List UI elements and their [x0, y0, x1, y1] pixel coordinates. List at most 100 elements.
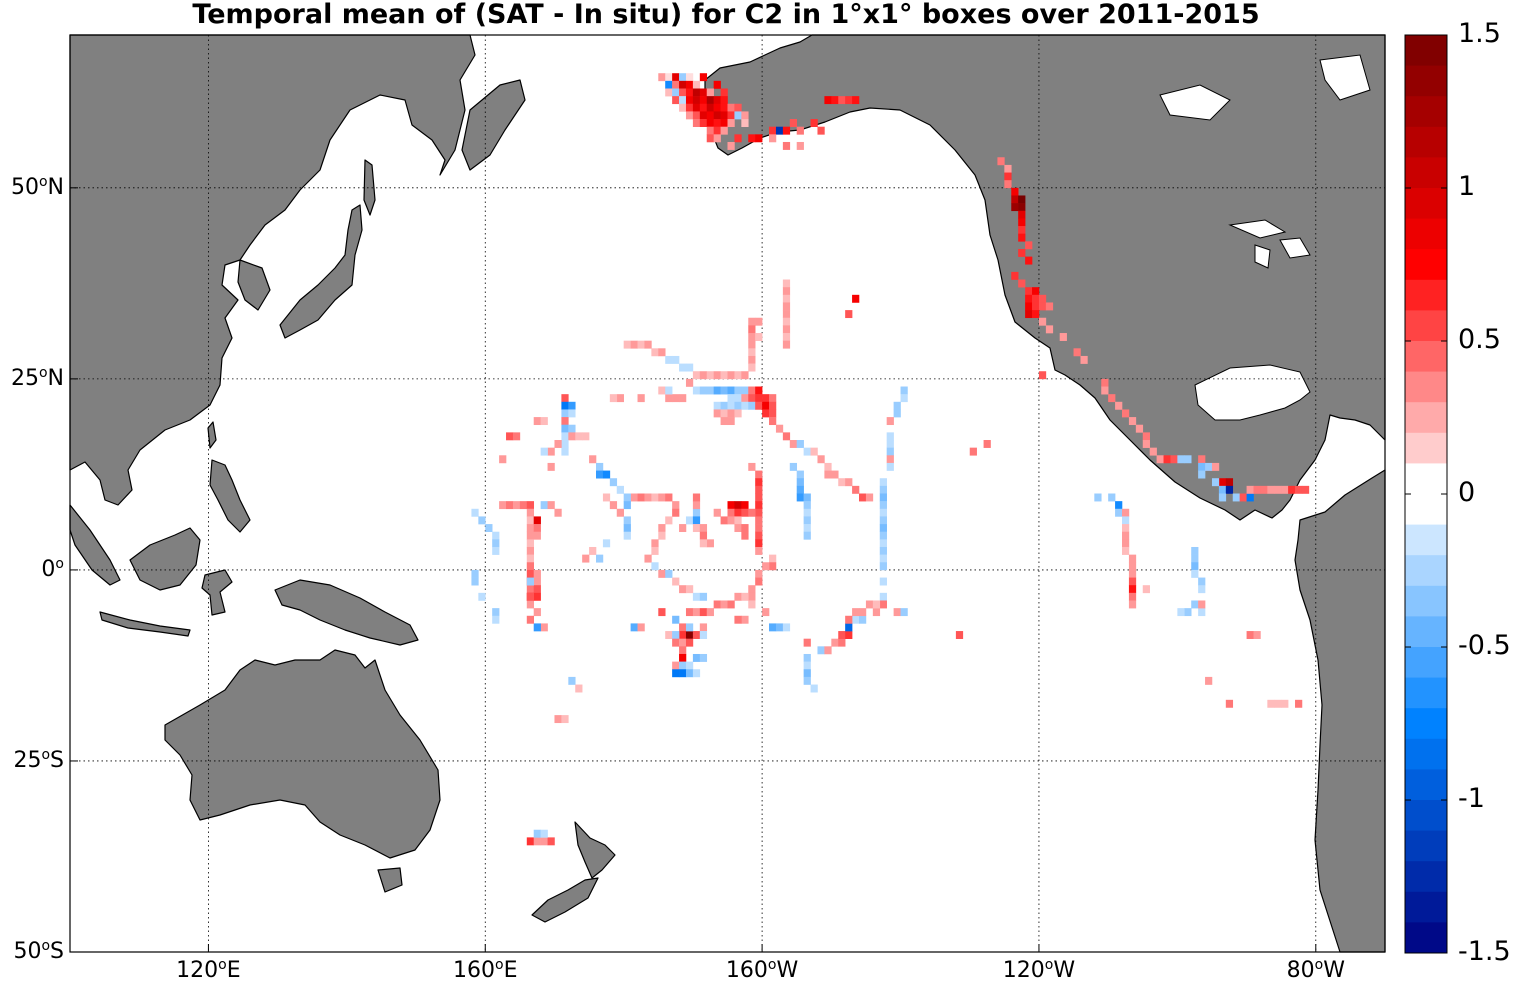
sst-cell — [561, 440, 569, 448]
sst-cell — [616, 508, 624, 517]
sst-cell — [540, 417, 548, 426]
colorbar-tick-label: -1.5 — [1458, 936, 1511, 967]
sst-cell — [1301, 485, 1310, 494]
sst-cell — [769, 409, 777, 418]
sst-cell — [658, 524, 666, 533]
sst-cell — [1295, 485, 1303, 494]
sst-cell — [769, 394, 777, 403]
sst-cell — [533, 592, 541, 601]
sst-cell — [748, 355, 756, 364]
sst-cell — [547, 447, 555, 456]
sst-cell — [561, 432, 569, 441]
sst-cell — [623, 531, 631, 540]
sst-cell — [852, 294, 860, 303]
sst-cell — [630, 493, 638, 502]
sst-cell — [699, 73, 708, 82]
sst-cell — [561, 409, 569, 418]
sst-cell — [1218, 493, 1227, 502]
sst-cell — [685, 608, 694, 617]
colorbar-segment — [1405, 585, 1447, 617]
sst-cell — [658, 386, 666, 395]
sst-cell — [879, 524, 887, 533]
sst-cell — [672, 577, 680, 586]
sst-cell — [755, 546, 763, 555]
sst-cell — [519, 501, 528, 510]
sst-cell — [526, 837, 535, 846]
colorbar-segment — [1405, 524, 1447, 556]
sst-cell — [727, 401, 735, 410]
sst-cell — [1274, 485, 1282, 494]
landmass-korea — [237, 259, 271, 311]
sst-cell — [755, 386, 763, 395]
sst-cell — [692, 631, 701, 639]
sst-cell — [845, 310, 853, 319]
sst-cell — [623, 493, 631, 502]
sst-cell — [706, 371, 714, 380]
sst-cell — [1177, 608, 1185, 617]
sst-cell — [699, 653, 708, 662]
sst-cell — [1218, 485, 1227, 494]
sst-cell — [596, 554, 604, 563]
colorbar-segment — [1405, 769, 1447, 801]
sst-cell — [596, 470, 604, 479]
sst-cell — [713, 401, 721, 410]
sst-cell — [533, 577, 541, 586]
colorbar-segment — [1405, 432, 1447, 464]
colorbar-segment — [1405, 922, 1447, 954]
sst-cell — [782, 279, 791, 288]
sst-cell — [492, 539, 500, 548]
sst-cell — [651, 348, 659, 357]
sst-cell — [1004, 172, 1012, 181]
sst-cell — [748, 317, 756, 326]
sst-cell — [769, 554, 777, 563]
landmass-sumatra — [69, 504, 121, 586]
sst-cell — [720, 88, 728, 97]
sst-cell — [651, 562, 659, 571]
sst-cell — [568, 432, 576, 441]
sst-cell — [1149, 447, 1157, 456]
sst-cell — [533, 569, 541, 578]
sst-cell — [623, 340, 631, 349]
sst-cell — [685, 378, 694, 387]
sst-cell — [782, 310, 791, 319]
sst-cell — [1032, 310, 1040, 319]
sst-cell — [1094, 493, 1102, 502]
sst-cell — [658, 73, 666, 82]
sst-cell — [762, 409, 770, 418]
sst-cell — [796, 141, 804, 150]
sst-cell — [775, 424, 784, 433]
sst-cell — [755, 508, 763, 517]
sst-cell — [692, 524, 701, 533]
sst-cell — [699, 96, 708, 105]
sst-cell — [762, 394, 770, 403]
sst-cell — [651, 546, 659, 555]
sst-cell — [1225, 478, 1234, 487]
sst-cell — [727, 111, 735, 120]
landmass-japan — [279, 204, 363, 339]
sst-cell — [623, 501, 631, 510]
sst-cell — [845, 615, 853, 624]
sst-cell — [755, 401, 763, 410]
sst-cell — [1163, 455, 1171, 464]
sst-cell — [685, 363, 694, 372]
colorbar-segment — [1405, 861, 1447, 893]
sst-cell — [782, 126, 791, 135]
sst-cell — [720, 96, 728, 105]
sst-cell — [803, 669, 811, 678]
sst-cell — [1038, 302, 1047, 311]
sst-cell — [879, 600, 887, 609]
sst-cell — [796, 478, 804, 487]
sst-cell — [762, 562, 770, 571]
sst-cell — [810, 447, 818, 456]
sst-cell — [741, 615, 749, 624]
sst-cell — [748, 462, 756, 471]
sst-cell — [623, 524, 631, 533]
sst-cell — [734, 371, 742, 380]
sst-cell — [727, 600, 735, 609]
sst-cell — [734, 103, 742, 112]
sst-cell — [720, 401, 728, 410]
colorbar-segment — [1405, 96, 1447, 128]
sst-cell — [769, 401, 777, 410]
colorbar-segment — [1405, 218, 1447, 250]
sst-cell — [672, 508, 680, 517]
